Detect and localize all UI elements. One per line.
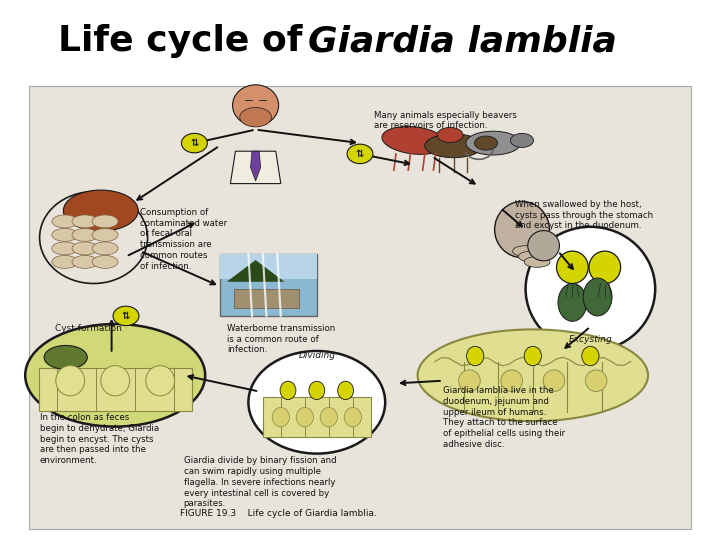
Ellipse shape [526,227,655,351]
Ellipse shape [585,370,607,392]
Ellipse shape [92,242,118,255]
Ellipse shape [52,215,78,228]
Ellipse shape [425,134,482,158]
Ellipse shape [72,242,98,255]
Ellipse shape [309,381,325,400]
Ellipse shape [467,346,484,366]
Ellipse shape [524,256,550,267]
Ellipse shape [382,126,446,154]
Ellipse shape [72,228,98,241]
Ellipse shape [459,370,480,392]
Ellipse shape [437,127,463,143]
Ellipse shape [52,255,78,268]
Text: ⇅: ⇅ [356,149,364,159]
Ellipse shape [233,85,279,126]
Ellipse shape [280,381,296,400]
Ellipse shape [145,366,175,396]
Ellipse shape [72,255,98,268]
Ellipse shape [52,242,78,255]
Ellipse shape [240,107,271,127]
Text: ⇅: ⇅ [190,138,199,148]
Ellipse shape [320,407,338,427]
Ellipse shape [474,136,498,150]
Ellipse shape [557,251,588,284]
Ellipse shape [101,366,130,396]
Ellipse shape [501,370,523,392]
Ellipse shape [248,351,385,454]
Ellipse shape [344,407,361,427]
Text: Giardia divide by binary fission and
can swim rapidly using multiple
flagella. I: Giardia divide by binary fission and can… [184,456,336,508]
Text: Giardia lamblia: Giardia lamblia [308,24,617,58]
Ellipse shape [92,215,118,228]
Ellipse shape [518,251,544,262]
Ellipse shape [582,346,599,366]
Circle shape [113,306,139,326]
Text: Cyst formation: Cyst formation [55,324,122,333]
Text: Giardia lamblia live in the
duodenum, jejunum and
upper ileum of humans.
They at: Giardia lamblia live in the duodenum, je… [443,386,565,449]
Ellipse shape [466,131,521,155]
Text: Dividing: Dividing [298,351,336,360]
Text: Consumption of
contaminated water
or fecal-oral
transmission are
common routes
o: Consumption of contaminated water or fec… [140,208,228,271]
Ellipse shape [524,346,541,366]
Text: Many animals especially beavers
are reservoirs of infection.: Many animals especially beavers are rese… [374,111,517,131]
Ellipse shape [72,215,98,228]
Ellipse shape [528,231,559,261]
FancyBboxPatch shape [39,368,192,411]
FancyBboxPatch shape [220,254,317,316]
Text: ⇅: ⇅ [122,311,130,321]
Ellipse shape [583,278,612,316]
Ellipse shape [558,284,587,321]
Text: When swallowed by the host,
cysts pass through the stomach
and excyst in the duo: When swallowed by the host, cysts pass t… [515,200,653,230]
Text: FIGURE 19.3    Life cycle of Giardia lamblia.: FIGURE 19.3 Life cycle of Giardia lambli… [180,509,377,518]
Text: Excysting: Excysting [569,335,612,344]
Polygon shape [227,260,284,282]
Ellipse shape [510,133,534,147]
Ellipse shape [92,228,118,241]
Text: In the colon as feces
begin to dehydrate, Giardia
begin to encyst. The cysts
are: In the colon as feces begin to dehydrate… [40,413,158,465]
Ellipse shape [63,190,138,231]
Ellipse shape [296,407,313,427]
Ellipse shape [418,329,648,421]
Circle shape [347,144,373,164]
Ellipse shape [56,366,85,396]
Polygon shape [251,151,261,181]
Circle shape [181,133,207,153]
Ellipse shape [543,370,564,392]
FancyBboxPatch shape [234,289,299,308]
FancyBboxPatch shape [220,254,317,279]
Polygon shape [230,151,281,184]
Ellipse shape [25,324,205,427]
Ellipse shape [513,246,539,256]
Text: Waterborne transmission
is a common route of
infection.: Waterborne transmission is a common rout… [227,324,335,354]
Text: Life cycle of: Life cycle of [58,24,315,58]
Ellipse shape [44,346,87,369]
FancyBboxPatch shape [29,86,691,529]
Ellipse shape [272,407,289,427]
FancyBboxPatch shape [263,397,371,437]
Ellipse shape [52,228,78,241]
Ellipse shape [338,381,354,400]
Ellipse shape [495,201,549,258]
Ellipse shape [92,255,118,268]
Ellipse shape [589,251,621,284]
